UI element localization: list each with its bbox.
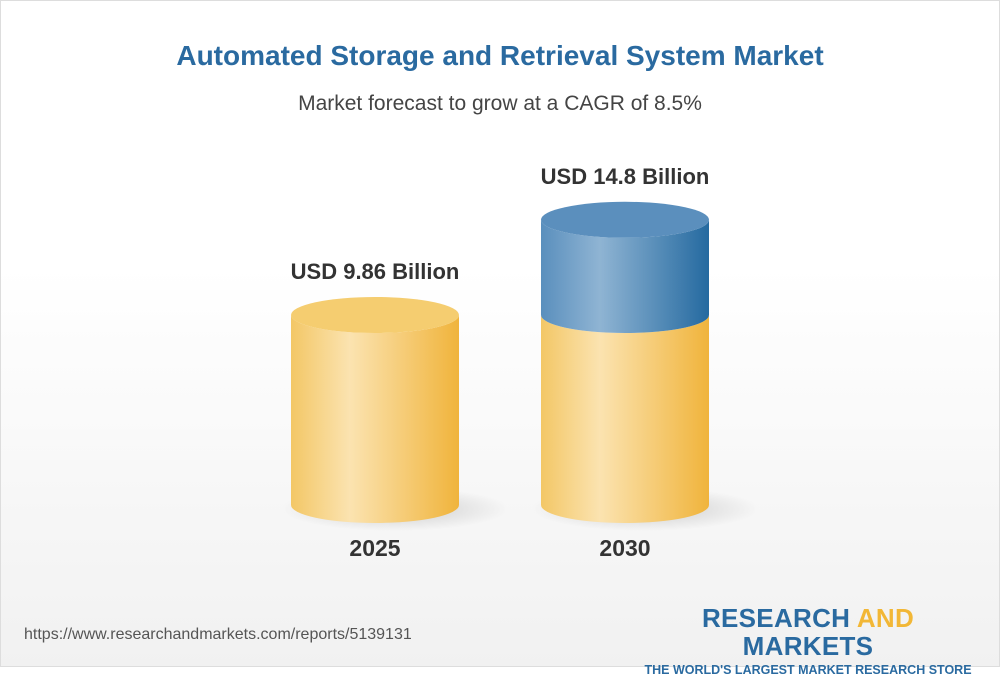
chart-subtitle: Market forecast to grow at a CAGR of 8.5… bbox=[298, 92, 702, 115]
x-tick-label-2030: 2030 bbox=[599, 535, 650, 561]
source-url[interactable]: https://www.researchandmarkets.com/repor… bbox=[24, 626, 412, 643]
research-and-markets-logo: RESEARCH AND MARKETS THE WORLD'S LARGEST… bbox=[644, 603, 972, 677]
data-label-2025: USD 9.86 Billion bbox=[291, 259, 460, 284]
bar-2030-top bbox=[541, 201, 709, 238]
bar-2025-top bbox=[291, 297, 459, 333]
bar-2030-growth-segment bbox=[541, 219, 709, 333]
data-label-2030: USD 14.8 Billion bbox=[541, 164, 710, 189]
x-tick-label-2025: 2025 bbox=[349, 535, 400, 561]
bar-2025-body bbox=[291, 315, 459, 523]
chart-title: Automated Storage and Retrieval System M… bbox=[176, 40, 824, 71]
bar-2030-base-segment bbox=[541, 315, 709, 523]
